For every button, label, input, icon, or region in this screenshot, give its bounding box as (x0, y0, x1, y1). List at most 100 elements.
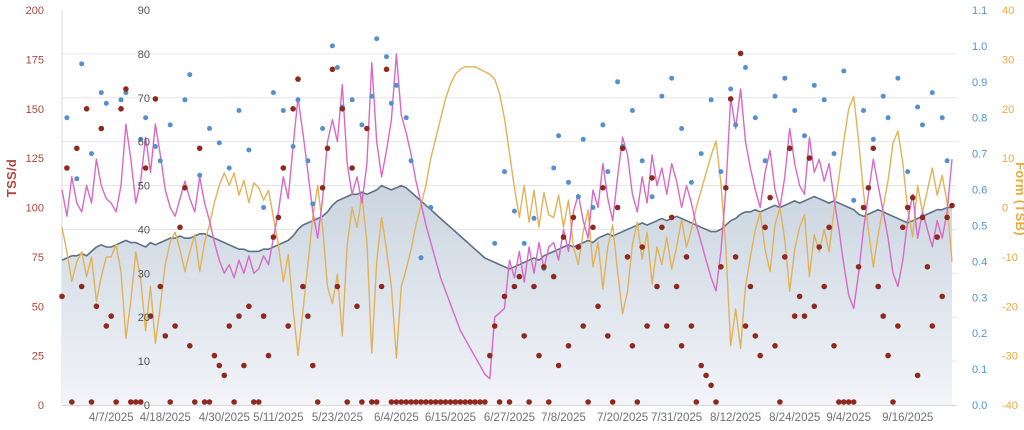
tss-dot[interactable] (457, 399, 464, 405)
tss-dot[interactable] (196, 145, 203, 152)
ratio-dot[interactable] (157, 158, 163, 164)
tss-dot[interactable] (418, 399, 424, 405)
tss-dot[interactable] (934, 234, 940, 240)
tss-dot[interactable] (747, 283, 754, 290)
tss-dot[interactable] (614, 204, 621, 211)
tss-dot[interactable] (506, 399, 513, 405)
tss-dot[interactable] (59, 293, 65, 300)
ratio-dot[interactable] (349, 97, 355, 103)
tss-dot[interactable] (413, 399, 419, 405)
tss-dot[interactable] (541, 264, 547, 270)
tss-dot[interactable] (836, 399, 842, 405)
tss-dot[interactable] (69, 399, 75, 405)
tss-dot[interactable] (162, 333, 169, 339)
tss-dot[interactable] (664, 323, 670, 329)
ratio-dot[interactable] (207, 126, 212, 131)
tss-dot[interactable] (860, 204, 867, 211)
tss-dot[interactable] (895, 323, 901, 329)
tss-dot[interactable] (275, 214, 282, 221)
ratio-dot[interactable] (575, 194, 581, 200)
ratio-dot[interactable] (270, 90, 276, 96)
ratio-dot[interactable] (521, 240, 527, 246)
tss-dot[interactable] (654, 283, 660, 290)
tss-dot[interactable] (373, 399, 380, 405)
tss-dot[interactable] (491, 323, 498, 329)
ratio-dot[interactable] (762, 158, 768, 164)
tss-dot[interactable] (816, 244, 822, 250)
ratio-dot[interactable] (216, 140, 222, 146)
ratio-dot[interactable] (388, 100, 394, 106)
tss-dot[interactable] (270, 234, 277, 240)
ratio-dot[interactable] (403, 115, 409, 121)
ratio-dot[interactable] (98, 90, 104, 96)
tss-dot[interactable] (575, 244, 582, 250)
ratio-dot[interactable] (944, 158, 950, 164)
ratio-dot[interactable] (920, 122, 925, 128)
tss-dot[interactable] (167, 399, 173, 405)
ratio-dot[interactable] (226, 165, 232, 171)
ratio-dot[interactable] (929, 90, 935, 96)
tss-dot[interactable] (767, 194, 773, 201)
ratio-dot[interactable] (752, 115, 758, 121)
ratio-dot[interactable] (851, 197, 857, 203)
fatigue-line[interactable] (61, 53, 953, 380)
ratio-dot[interactable] (329, 43, 335, 49)
ratio-dot[interactable] (236, 108, 242, 113)
tss-dot[interactable] (560, 234, 567, 240)
tss-dot[interactable] (914, 372, 921, 379)
ratio-dot[interactable] (492, 240, 498, 246)
tss-dot[interactable] (98, 125, 105, 132)
tss-dot[interactable] (865, 185, 872, 191)
tss-dot[interactable] (678, 343, 685, 349)
tss-dot[interactable] (359, 399, 365, 405)
tss-dot[interactable] (226, 323, 232, 329)
tss-dot[interactable] (344, 399, 351, 405)
tss-dot[interactable] (659, 224, 665, 231)
tss-dot[interactable] (349, 165, 355, 171)
tss-dot[interactable] (305, 313, 311, 319)
tss-dot[interactable] (629, 343, 636, 349)
tss-dot[interactable] (870, 145, 877, 152)
ratio-dot[interactable] (905, 169, 911, 175)
ratio-dot[interactable] (393, 82, 399, 88)
tss-dot[interactable] (260, 313, 267, 319)
tss-dot[interactable] (442, 399, 449, 405)
tss-dot[interactable] (383, 66, 390, 73)
ratio-dot[interactable] (320, 126, 326, 131)
ratio-dot[interactable] (502, 169, 507, 175)
tss-dot[interactable] (742, 323, 749, 329)
ratio-dot[interactable] (103, 100, 109, 106)
tss-dot[interactable] (295, 76, 301, 82)
tss-dot[interactable] (378, 283, 385, 290)
tss-dot[interactable] (777, 399, 783, 405)
tss-dot[interactable] (619, 145, 626, 152)
tss-dot[interactable] (354, 303, 360, 310)
tss-dot[interactable] (78, 283, 85, 290)
tss-dot[interactable] (251, 399, 257, 405)
ratio-dot[interactable] (531, 215, 537, 221)
tss-dot[interactable] (688, 323, 695, 329)
ratio-dot[interactable] (167, 122, 173, 128)
ratio-dot[interactable] (708, 97, 714, 103)
ratio-dot[interactable] (197, 172, 203, 178)
ratio-dot[interactable] (605, 169, 611, 175)
tss-dot[interactable] (172, 323, 178, 329)
tss-dot[interactable] (516, 273, 523, 280)
tss-dot[interactable] (855, 264, 862, 270)
tss-dot[interactable] (255, 399, 262, 405)
ratio-dot[interactable] (615, 79, 621, 85)
ratio-dot[interactable] (246, 147, 252, 153)
ratio-dot[interactable] (639, 158, 645, 164)
ratio-dot[interactable] (118, 97, 124, 103)
tss-dot[interactable] (624, 254, 631, 260)
tss-dot[interactable] (944, 214, 950, 221)
tss-dot[interactable] (83, 106, 90, 112)
tss-dot[interactable] (546, 399, 552, 405)
ratio-dot[interactable] (369, 93, 375, 99)
ratio-dot[interactable] (939, 115, 945, 121)
ratio-dot[interactable] (359, 122, 365, 128)
ratio-dot[interactable] (728, 86, 734, 92)
tss-dot[interactable] (580, 323, 586, 329)
ratio-dot[interactable] (870, 136, 876, 142)
